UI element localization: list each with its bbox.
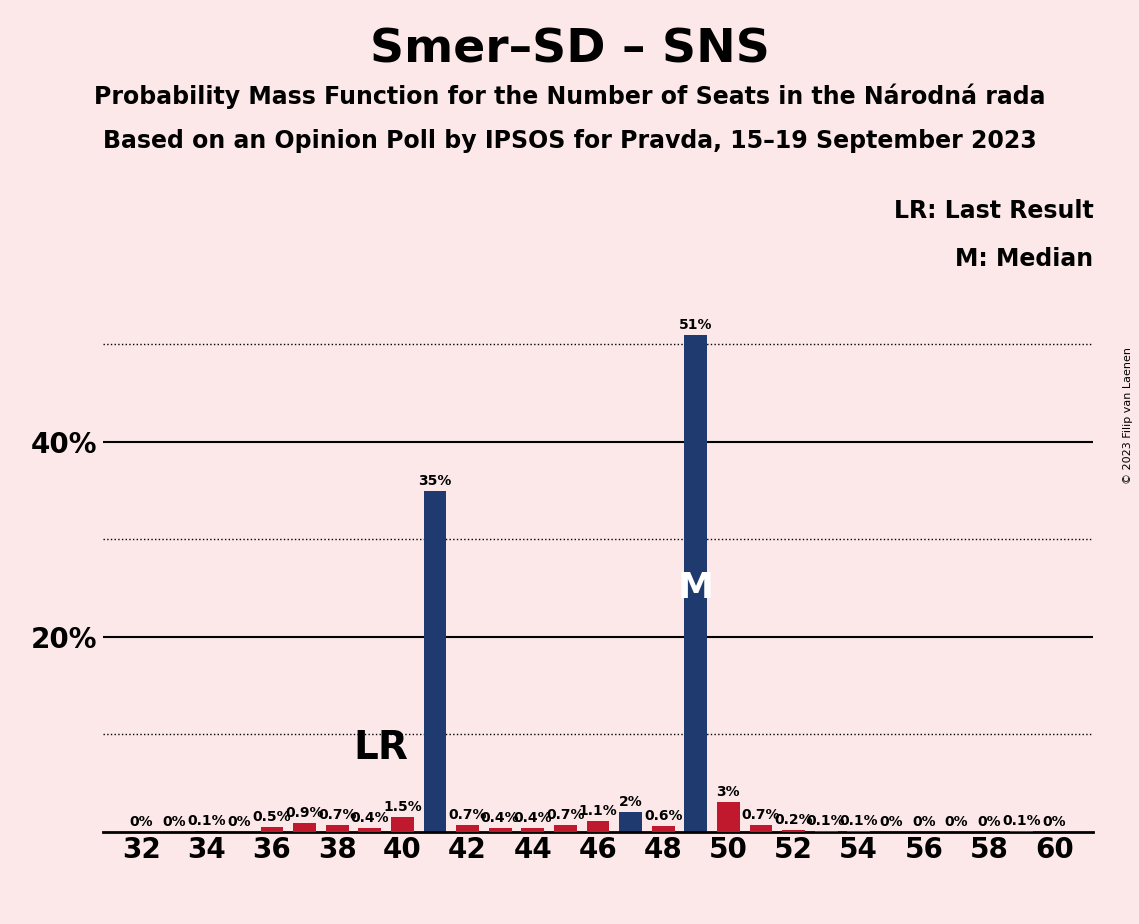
Bar	[587, 821, 609, 832]
Text: 0.7%: 0.7%	[741, 808, 780, 821]
Bar	[359, 828, 382, 832]
Bar	[293, 823, 316, 832]
Text: 0.9%: 0.9%	[286, 806, 323, 820]
Bar	[424, 491, 446, 832]
Text: 1.5%: 1.5%	[383, 800, 421, 814]
Bar	[261, 827, 284, 832]
Text: 0%: 0%	[163, 815, 186, 829]
Text: 3%: 3%	[716, 785, 740, 799]
Text: © 2023 Filip van Laenen: © 2023 Filip van Laenen	[1123, 347, 1133, 484]
Bar	[522, 828, 544, 832]
Text: 0%: 0%	[130, 815, 154, 829]
Text: 2%: 2%	[618, 796, 642, 809]
Text: 0.4%: 0.4%	[351, 810, 390, 825]
Bar	[554, 825, 576, 832]
Bar	[261, 827, 284, 832]
Text: 51%: 51%	[679, 318, 713, 332]
Bar	[489, 828, 511, 832]
Bar	[782, 830, 805, 832]
Bar	[1010, 831, 1033, 832]
Bar	[457, 825, 480, 832]
Text: 0.4%: 0.4%	[514, 810, 552, 825]
Text: 0%: 0%	[977, 815, 1001, 829]
Text: 0.7%: 0.7%	[546, 808, 584, 821]
Text: 0.6%: 0.6%	[644, 808, 682, 823]
Bar	[326, 825, 349, 832]
Text: 0.1%: 0.1%	[188, 814, 227, 828]
Text: 0%: 0%	[1042, 815, 1066, 829]
Bar	[847, 831, 870, 832]
Text: Probability Mass Function for the Number of Seats in the Národná rada: Probability Mass Function for the Number…	[93, 83, 1046, 109]
Bar	[391, 817, 413, 832]
Bar	[749, 825, 772, 832]
Text: 1.1%: 1.1%	[579, 804, 617, 818]
Bar	[391, 817, 413, 832]
Bar	[554, 825, 576, 832]
Bar	[716, 802, 739, 832]
Text: 35%: 35%	[418, 474, 452, 488]
Bar	[652, 826, 674, 832]
Text: 0.1%: 0.1%	[1002, 814, 1041, 828]
Bar	[652, 826, 674, 832]
Text: 0.7%: 0.7%	[449, 808, 486, 821]
Bar	[749, 825, 772, 832]
Bar	[457, 825, 480, 832]
Bar	[293, 823, 316, 832]
Bar	[1010, 831, 1033, 832]
Text: Based on an Opinion Poll by IPSOS for Pravda, 15–19 September 2023: Based on an Opinion Poll by IPSOS for Pr…	[103, 129, 1036, 153]
Text: 0%: 0%	[879, 815, 903, 829]
Text: 0.5%: 0.5%	[253, 809, 292, 824]
Bar	[716, 802, 739, 832]
Bar	[489, 828, 511, 832]
Bar	[847, 831, 870, 832]
Text: 0.7%: 0.7%	[318, 808, 357, 821]
Text: LR: LR	[353, 728, 409, 767]
Bar	[522, 828, 544, 832]
Text: M: M	[678, 571, 714, 605]
Bar	[685, 334, 707, 832]
Text: 0.2%: 0.2%	[775, 813, 813, 827]
Text: 0%: 0%	[228, 815, 252, 829]
Text: LR: Last Result: LR: Last Result	[894, 200, 1093, 224]
Text: 0.1%: 0.1%	[806, 814, 845, 828]
Bar	[620, 812, 642, 832]
Bar	[782, 830, 805, 832]
Text: 0.1%: 0.1%	[839, 814, 878, 828]
Text: M: Median: M: Median	[956, 248, 1093, 272]
Bar	[814, 831, 837, 832]
Bar	[587, 821, 609, 832]
Bar	[196, 831, 219, 832]
Bar	[814, 831, 837, 832]
Text: Smer–SD – SNS: Smer–SD – SNS	[369, 28, 770, 73]
Text: 0%: 0%	[944, 815, 968, 829]
Bar	[326, 825, 349, 832]
Bar	[359, 828, 382, 832]
Text: 0.4%: 0.4%	[481, 810, 519, 825]
Text: 0%: 0%	[912, 815, 936, 829]
